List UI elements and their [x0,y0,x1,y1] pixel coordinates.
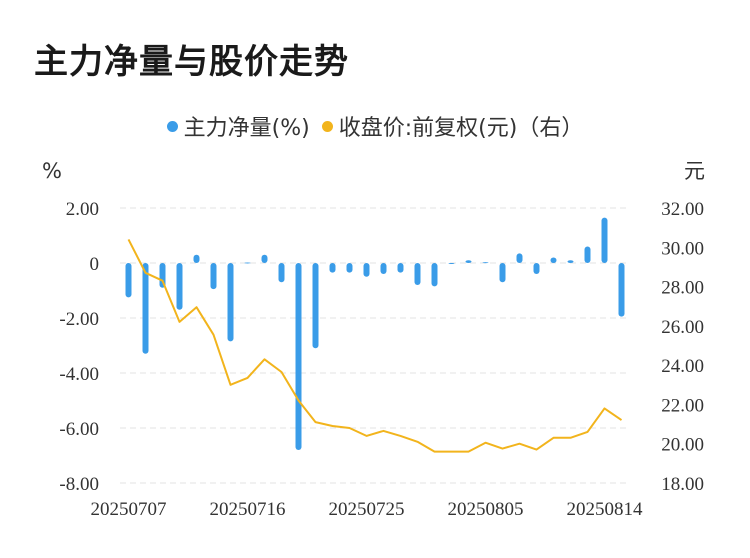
bar[interactable] [176,263,183,310]
bar[interactable] [210,263,217,290]
left-tick-label: 0 [90,254,100,275]
bars [125,217,625,450]
x-tick-label: 20250716 [210,499,286,520]
right-tick-label: 28.00 [661,278,704,299]
bar[interactable] [431,263,438,287]
legend-item-net-volume[interactable]: 主力净量(%) [166,110,310,142]
left-tick-label: -2.00 [59,309,99,330]
legend-item-close-price[interactable]: 收盘价:前复权(元)（右） [321,110,584,142]
right-tick-label: 32.00 [661,199,704,220]
bar[interactable] [193,254,200,263]
legend-dot-line-icon [321,120,333,132]
grid [120,207,630,484]
right-tick-label: 30.00 [661,238,704,259]
x-tick-label: 20250725 [329,499,405,520]
right-tick-label: 26.00 [661,317,704,338]
bar[interactable] [363,263,370,277]
left-tick-label: -6.00 [59,419,99,440]
bar[interactable] [346,263,353,273]
x-tick-label: 20250814 [567,499,644,520]
bar[interactable] [533,263,540,274]
bar[interactable] [465,260,472,263]
legend-label-close-price: 收盘价:前复权(元)（右） [338,116,584,141]
x-tick-label: 20250805 [448,499,524,520]
bar[interactable] [261,254,268,263]
bar[interactable] [448,263,455,264]
bar[interactable] [397,263,404,273]
bar[interactable] [618,263,625,317]
left-tick-label: 2.00 [66,199,99,220]
bar[interactable] [159,263,166,288]
price-line-path[interactable] [127,238,623,453]
bar[interactable] [601,217,608,263]
legend-label-net-volume: 主力净量(%) [183,116,310,141]
x-tick-label: 20250707 [91,499,167,520]
bar[interactable] [329,263,336,273]
left-tick-label: -4.00 [59,364,99,385]
right-tick-label: 24.00 [661,356,704,377]
right-tick-label: 20.00 [661,435,704,456]
right-axis-unit: 元 [684,159,705,183]
bar[interactable] [278,263,285,283]
bar[interactable] [482,262,489,264]
bar[interactable] [312,263,319,349]
bar[interactable] [380,263,387,274]
bar[interactable] [584,246,591,264]
right-axis-ticks: 32.00 30.00 28.00 26.00 24.00 22.00 20.00 18.00 [661,199,704,495]
price-line [127,238,623,453]
left-axis-unit: % [42,159,62,183]
right-tick-label: 22.00 [661,395,704,416]
bar[interactable] [499,263,506,283]
legend-dot-bars-icon [166,120,178,132]
bar[interactable] [516,253,523,263]
bar[interactable] [550,257,557,264]
legend: 主力净量(%) 收盘价:前复权(元)（右） [0,110,750,142]
bar[interactable] [244,262,251,264]
left-tick-label: -8.00 [59,474,99,495]
x-axis-ticks: 20250707 20250716 20250725 20250805 20250814 [91,499,644,520]
left-axis-ticks: 2.00 0 -2.00 -4.00 -6.00 -8.00 [59,199,99,495]
bar[interactable] [142,263,149,354]
bar[interactable] [414,263,421,285]
chart-title: 主力净量与股价走势 [34,42,349,82]
bar[interactable] [125,263,132,298]
right-tick-label: 18.00 [661,474,704,495]
bar[interactable] [295,263,302,450]
bar[interactable] [567,260,574,263]
bar[interactable] [227,263,234,342]
